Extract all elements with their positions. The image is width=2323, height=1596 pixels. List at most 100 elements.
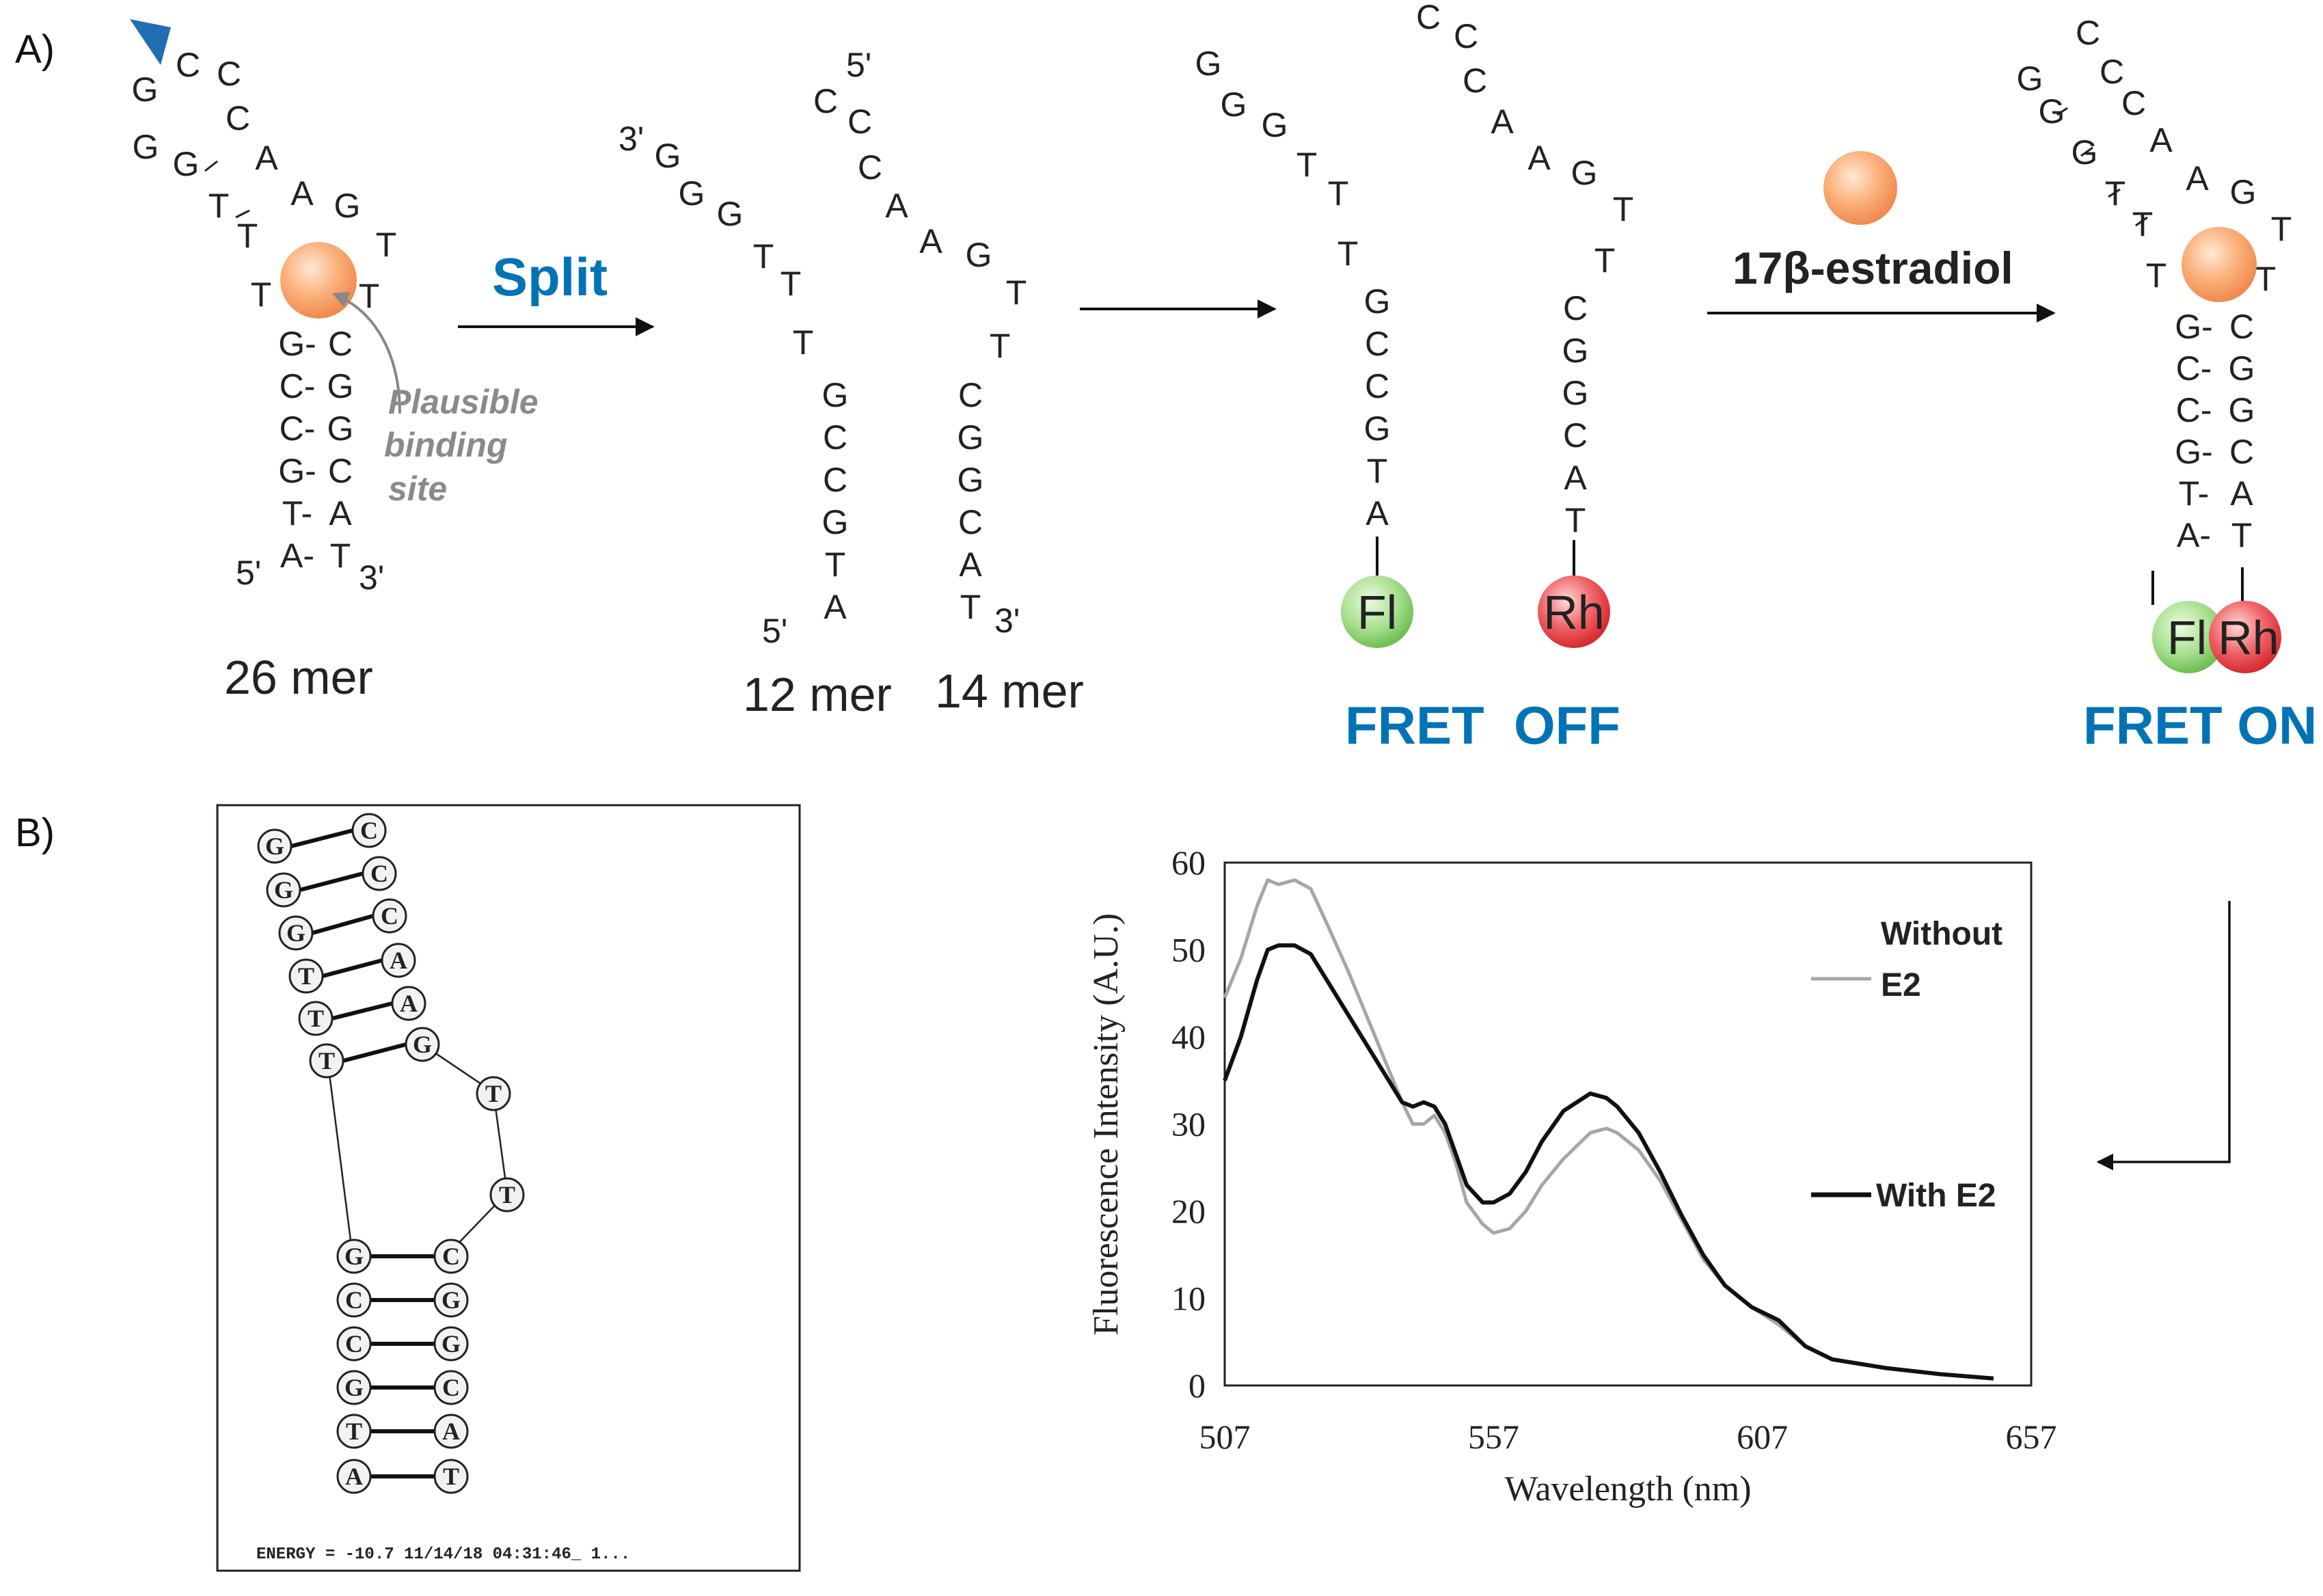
ligand-label: 17β-estradiol bbox=[1733, 243, 2013, 293]
x-tick-labels: 507 557 607 657 bbox=[1199, 1418, 2057, 1456]
structure-left-base: C bbox=[345, 1286, 363, 1314]
structure-right-base: A bbox=[400, 990, 418, 1017]
structure-loop-base-circle bbox=[489, 1177, 525, 1213]
split-label: Split bbox=[492, 247, 608, 307]
hairpin-loop-base: T bbox=[237, 217, 258, 255]
fret-on-stem-left-base: T- bbox=[2179, 474, 2209, 513]
structure-left-base-circle bbox=[336, 1459, 372, 1494]
hairpin-stem-right-base: C bbox=[328, 325, 353, 363]
structure-right-base: A bbox=[442, 1418, 460, 1445]
estradiol-bead bbox=[280, 242, 357, 319]
fluorescein-label: Fl bbox=[1357, 586, 1397, 639]
structure-right-base-circle bbox=[362, 856, 397, 891]
fret-off-right-stem-base: C bbox=[1563, 416, 1588, 455]
fret-on-stem-left-base: G- bbox=[2175, 433, 2213, 471]
structure-left-base-circle bbox=[336, 1414, 372, 1449]
frag14-stem-base: G bbox=[957, 461, 984, 499]
structure-right-base: C bbox=[442, 1243, 460, 1270]
hairpin-stem-left-base: T- bbox=[282, 494, 312, 532]
series-line-without-e2 bbox=[1223, 878, 1994, 1381]
fret-off-right-base: C bbox=[1416, 0, 1441, 36]
fret-on-loop-base: C bbox=[2100, 53, 2124, 91]
hairpin-loop-base: T bbox=[208, 187, 230, 225]
base-pair-bond bbox=[342, 1042, 407, 1063]
structure-right-base: C bbox=[381, 902, 398, 930]
structure-right-base-circle bbox=[405, 1027, 440, 1062]
hairpin-loop-base: G bbox=[173, 145, 200, 183]
fret-off-left-base: T bbox=[1296, 146, 1318, 184]
y-tick-label: 40 bbox=[1171, 1018, 1206, 1056]
fret-on-fluorescein bbox=[2152, 601, 2225, 673]
frag12-stem-base: G bbox=[822, 376, 849, 414]
hairpin-stem-right-base: C bbox=[328, 452, 353, 490]
frag12-arm-base: T bbox=[753, 237, 774, 275]
hairpin-stem-right-base: A bbox=[329, 494, 352, 532]
structure-left-base-circle bbox=[257, 828, 293, 864]
fret-off-left-base: T bbox=[1328, 174, 1349, 213]
fret-on-loop-base: A bbox=[2149, 121, 2173, 159]
fret-off-right-stem-base: T bbox=[1565, 501, 1586, 539]
structure-left-base-circle bbox=[309, 1043, 344, 1079]
rhodamine-dye bbox=[1538, 576, 1610, 648]
hairpin-loop-base: T bbox=[251, 275, 272, 314]
structure-right-base-circle bbox=[433, 1459, 469, 1494]
fret-on-loop-base: C bbox=[2076, 14, 2100, 52]
frag12-stem-base: A bbox=[824, 588, 847, 626]
structure-left-base-circle bbox=[336, 1370, 372, 1405]
fret-off-label: FRET OFF bbox=[1345, 695, 1620, 755]
fret-off-left-stem-base: G bbox=[1364, 282, 1391, 321]
y-tick-label: 30 bbox=[1171, 1105, 1206, 1144]
frag14-arm-base: G bbox=[966, 236, 992, 274]
hairpin-loop-base: C bbox=[217, 55, 241, 93]
series-lines bbox=[1223, 878, 1994, 1381]
x-tick-label: 607 bbox=[1737, 1418, 1788, 1456]
rhodamine-label: Rh bbox=[1543, 586, 1604, 639]
fret-on-fl-label: Fl bbox=[2167, 611, 2207, 664]
hairpin-3prime: 3' bbox=[359, 558, 384, 597]
fret-on-stem-left-base: C- bbox=[2176, 391, 2212, 429]
fret-off-left-stem-base: T bbox=[1367, 452, 1388, 490]
fret-off-right-base: C bbox=[1463, 62, 1487, 100]
frag14-arm-base: C bbox=[847, 103, 872, 141]
frag14-stem-base: C bbox=[958, 503, 983, 541]
structure-right-base: G bbox=[441, 1330, 461, 1357]
y-axis-label: Fluorescence Intensity (A.U.) bbox=[1087, 913, 1126, 1336]
frag12-stem-base: T bbox=[825, 545, 846, 584]
fret-on-loop-base: C bbox=[2121, 84, 2146, 122]
fluorescence-chart: 0 10 20 30 40 50 60 507 557 607 657 Wavelength (n… bbox=[1087, 843, 2057, 1509]
x-tick-label: 557 bbox=[1468, 1418, 1519, 1456]
frag14-stem-base: C bbox=[958, 376, 983, 414]
y-tick-label: 60 bbox=[1171, 843, 1206, 882]
frag12-5prime: 5' bbox=[762, 612, 787, 650]
fret-off-right-stem-base: G bbox=[1562, 332, 1589, 370]
fret-on-label: FRET ON bbox=[2083, 695, 2317, 755]
hairpin-stem-right-base: T bbox=[330, 537, 351, 575]
x-tick-label: 657 bbox=[2006, 1418, 2057, 1456]
fret-off-right-base: A bbox=[1491, 103, 1514, 141]
fret-on-stem-right-base: G bbox=[2229, 391, 2255, 429]
frag12-arm-base: T bbox=[793, 323, 814, 362]
fret-off-right-base: T bbox=[1613, 190, 1634, 228]
structure-left-base: G bbox=[286, 919, 305, 947]
hairpin-loop-base: C bbox=[176, 46, 200, 84]
loop-backbone-right bbox=[422, 1043, 508, 1252]
structure-loop-base-circle bbox=[476, 1076, 511, 1111]
hairpin-loop-base: A bbox=[290, 174, 314, 213]
frag14-stem-base: G bbox=[957, 418, 984, 457]
frag12-stem-base: G bbox=[822, 503, 849, 541]
base-pair-bond bbox=[331, 1001, 393, 1020]
hairpin-loop-base: G bbox=[334, 187, 361, 225]
frag14-arm-base: C bbox=[858, 148, 882, 187]
base-pair-bond bbox=[312, 914, 374, 935]
fret-on-loop-base: T bbox=[2132, 205, 2154, 243]
fret-off-left-base: T bbox=[1337, 234, 1359, 273]
x-tick-label: 507 bbox=[1199, 1418, 1251, 1456]
structure-right-base-circle bbox=[372, 898, 407, 934]
